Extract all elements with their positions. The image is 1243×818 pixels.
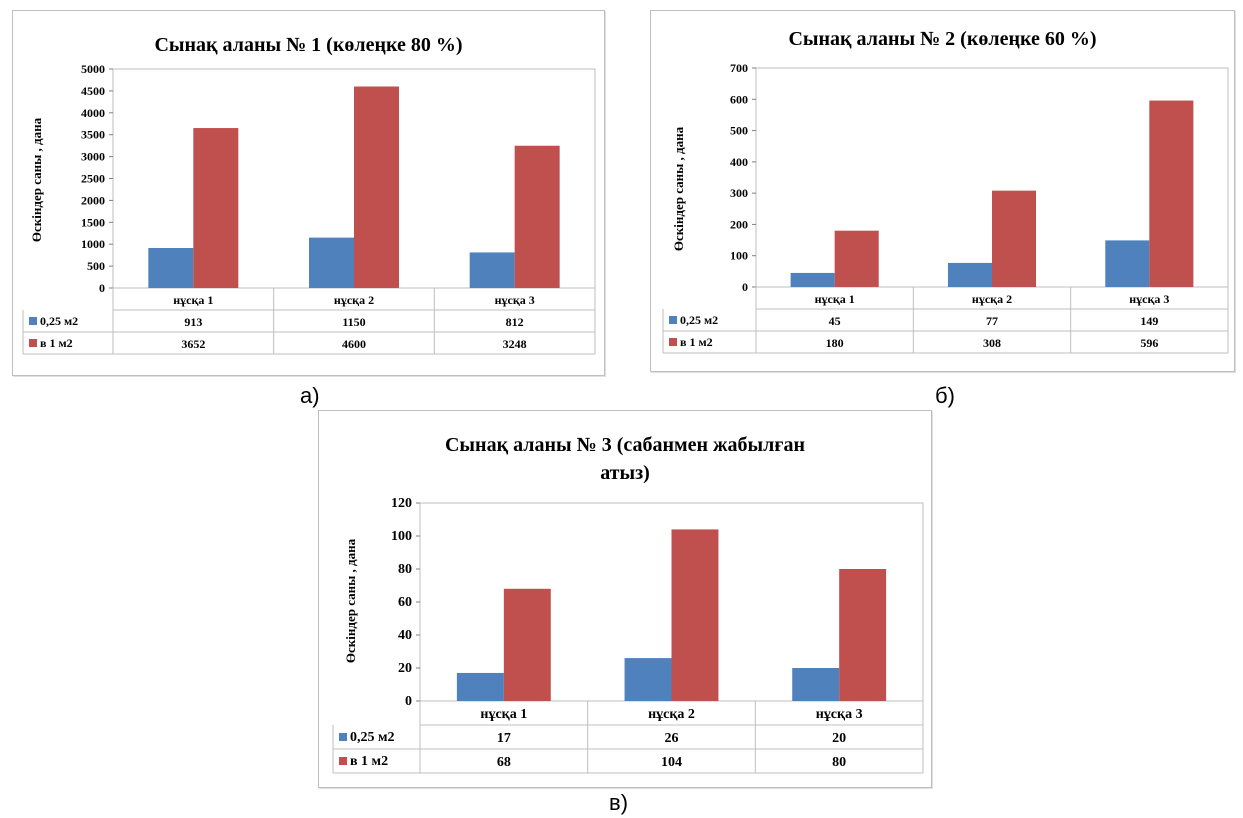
y-tick-label: 300	[730, 186, 748, 200]
y-tick-label: 400	[730, 155, 748, 169]
y-tick-label: 500	[730, 124, 748, 138]
y-tick-label: 3500	[81, 128, 105, 142]
chart-2-title: Сынақ аланы № 2 (көлеңке 60 %)	[788, 28, 1097, 50]
chart-3-title: Сынақ аланы № 3 (сабанмен жабылған атыз)	[319, 431, 931, 487]
y-tick-label: 80	[398, 562, 412, 577]
data-label: 104	[661, 755, 682, 770]
legend-label: 0,25 м2	[40, 314, 78, 328]
category-label: нұсқа 2	[334, 293, 374, 307]
bar-series1	[1105, 240, 1150, 287]
data-label: 3652	[181, 337, 205, 351]
data-label: 1150	[342, 315, 365, 329]
caption-c: в)	[609, 790, 629, 815]
chart-1-title: Сынақ аланы № 1 (көлеңке 80 %)	[154, 34, 463, 56]
y-tick-label: 4500	[81, 84, 105, 98]
data-label: 4600	[342, 337, 366, 351]
category-label: нұсқа 2	[972, 292, 1012, 306]
data-label: 308	[983, 336, 1001, 350]
bar-series2	[1149, 100, 1194, 287]
bar-series2	[503, 588, 551, 701]
data-label: 26	[665, 731, 679, 746]
bar-series1	[456, 672, 504, 701]
y-tick-label: 600	[730, 92, 748, 106]
chart-1-svg: 0 500 1000 1500 2000 2500 3000 3500 4000 4500 5000…	[22, 62, 596, 355]
category-label: нұсқа 2	[648, 707, 695, 722]
y-tick-label: 2000	[81, 193, 105, 207]
y-tick-label: 20	[398, 661, 412, 676]
data-label: 20	[832, 731, 846, 746]
bar-series2	[671, 529, 719, 701]
data-label: 812	[506, 315, 524, 329]
chart-3-title-line-2: атыз)	[600, 462, 650, 484]
y-tick-label: 4000	[81, 106, 105, 120]
legend-key-series2	[669, 338, 677, 346]
data-label: 149	[1140, 314, 1158, 328]
chart-panel-2: Сынақ аланы № 2 (көлеңке 60 %) Өскіндер …	[650, 10, 1235, 372]
y-tick-label: 60	[398, 595, 412, 610]
bar-series2	[992, 190, 1037, 287]
y-tick-label: 200	[730, 217, 748, 231]
bar-series1	[309, 237, 354, 288]
y-tick-label: 100	[391, 529, 412, 544]
y-tick-label: 1500	[81, 215, 105, 229]
bar-series2	[839, 569, 887, 701]
y-tick-label: 120	[391, 496, 412, 511]
y-tick-label: 500	[87, 259, 105, 273]
data-label: 17	[497, 731, 511, 746]
caption-a: а)	[300, 383, 320, 408]
legend-key-series1	[669, 316, 677, 324]
legend-label: 0,25 м2	[350, 730, 395, 745]
legend-label: в 1 м2	[40, 336, 73, 350]
chart-2-svg: 0 100 200 300 400 500 600 700 нұсқа 1 нұсқа 2 нұсқ…	[662, 61, 1229, 354]
bar-series2	[514, 145, 560, 288]
legend-label: в 1 м2	[680, 335, 713, 349]
data-label: 596	[1140, 336, 1158, 350]
y-tick-label: 2500	[81, 172, 105, 186]
data-label: 180	[826, 336, 844, 350]
chart-3-svg: 0 20 40 60 80 100 120 нұсқа 1 нұсқа 2 нұсқа 3 0,25…	[332, 496, 924, 774]
category-label: нұсқа 3	[816, 707, 863, 722]
y-tick-label: 3000	[81, 150, 105, 164]
bar-series2	[834, 230, 879, 287]
chart-panel-3: Сынақ аланы № 3 (сабанмен жабылған атыз)…	[318, 410, 932, 788]
y-tick-label: 5000	[81, 62, 105, 76]
y-tick-label: 1000	[81, 237, 105, 251]
y-tick-label: 700	[730, 61, 748, 75]
caption-b: б)	[935, 383, 955, 408]
bar-series1	[624, 658, 672, 701]
bar-series1	[792, 668, 840, 701]
category-label: нұсқа 3	[495, 293, 535, 307]
category-label: нұсқа 1	[815, 292, 855, 306]
y-tick-label: 0	[742, 280, 748, 294]
data-label: 77	[986, 314, 998, 328]
legend-label: в 1 м2	[350, 754, 388, 769]
legend-key-series2	[339, 757, 347, 765]
data-label: 68	[497, 755, 511, 770]
y-tick-label: 0	[405, 694, 412, 709]
bar-series2	[354, 86, 399, 289]
y-tick-label: 0	[99, 281, 105, 295]
legend-key-series2	[29, 339, 37, 347]
data-label: 45	[829, 314, 841, 328]
y-tick-label: 100	[730, 249, 748, 263]
category-label: нұсқа 1	[173, 293, 213, 307]
bar-series1	[947, 262, 992, 287]
data-label: 80	[832, 755, 846, 770]
legend-key-series1	[29, 317, 37, 325]
bar-series1	[469, 252, 515, 288]
category-label: нұсқа 3	[1129, 292, 1169, 306]
chart-3-title-line-1: Сынақ аланы № 3 (сабанмен жабылған	[444, 434, 805, 456]
legend-label: 0,25 м2	[680, 313, 718, 327]
bar-series2	[193, 128, 239, 288]
data-label: 913	[184, 315, 202, 329]
category-label: нұсқа 1	[480, 707, 527, 722]
y-tick-label: 40	[398, 628, 412, 643]
bar-series1	[790, 272, 835, 287]
bar-series1	[148, 248, 194, 288]
chart-panel-1: Сынақ аланы № 1 (көлеңке 80 %) Өскіндер …	[12, 10, 605, 376]
data-label: 3248	[503, 337, 527, 351]
legend-key-series1	[339, 733, 347, 741]
